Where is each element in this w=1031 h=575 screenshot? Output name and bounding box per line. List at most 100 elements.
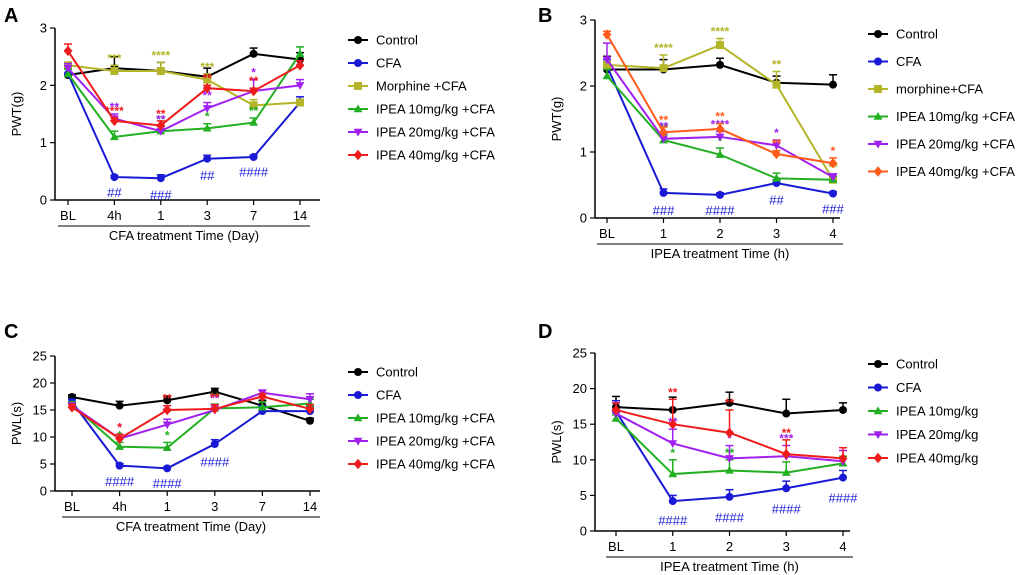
data-point — [110, 115, 119, 127]
significance-label: #### — [772, 501, 802, 516]
legend-entry: Morphine +CFA — [348, 79, 467, 94]
data-point — [110, 132, 119, 141]
data-point — [611, 404, 621, 416]
significance-label: * — [774, 126, 779, 140]
data-point — [110, 173, 119, 182]
legend-marker — [354, 368, 362, 376]
significance-label: #### — [658, 513, 688, 528]
legend-marker — [354, 36, 362, 44]
data-point — [203, 75, 212, 84]
significance-label: ** — [203, 71, 213, 85]
significance-label: *** — [200, 60, 214, 74]
y-tick-label: 1 — [580, 145, 587, 160]
significance-label: ** — [210, 390, 220, 404]
data-point — [782, 409, 791, 418]
data-point — [258, 402, 267, 411]
y-tick-label: 10 — [33, 430, 47, 445]
data-point — [249, 118, 258, 126]
significance-label: #### — [105, 474, 135, 489]
legend-label: morphine+CFA — [896, 82, 983, 97]
significance-label: **** — [105, 104, 124, 118]
x-tick-label: 3 — [773, 226, 780, 241]
data-point — [725, 455, 734, 463]
data-point — [305, 396, 315, 404]
data-point — [659, 127, 668, 138]
data-point — [305, 403, 315, 415]
data-point — [110, 67, 119, 75]
data-point — [156, 67, 165, 75]
significance-label: * — [727, 432, 732, 446]
legend-entry: Control — [868, 357, 938, 372]
legend-entry: IPEA 10mg/kg +CFA — [868, 109, 1015, 124]
data-point — [772, 148, 781, 160]
data-point — [668, 440, 678, 449]
significance-label: ### — [653, 203, 675, 218]
data-point — [668, 469, 678, 478]
series-1: ## ##### #### — [64, 66, 304, 203]
legend-label: Control — [896, 357, 938, 372]
panel-letter: B — [538, 5, 552, 27]
y-tick-label: 10 — [573, 452, 587, 467]
data-point — [602, 29, 612, 40]
data-point — [156, 174, 165, 183]
legend-entry: IPEA 10mg/kg — [868, 404, 978, 419]
data-point — [781, 448, 791, 460]
data-point — [715, 150, 725, 158]
legend-entry: IPEA 40mg/kg +CFA — [868, 164, 1015, 179]
series-2: **** — [67, 390, 315, 451]
x-tick-label: 1 — [660, 226, 667, 241]
legend-label: CFA — [896, 380, 922, 395]
series-line — [67, 64, 301, 107]
data-point — [602, 71, 612, 80]
data-point — [63, 45, 73, 57]
series-3: ***** — [67, 389, 315, 444]
significance-label: ** — [772, 57, 782, 71]
legend-entry: IPEA 40mg/kg +CFA — [348, 148, 495, 163]
significance-label: ** — [210, 392, 220, 406]
significance-label: ** — [110, 100, 120, 114]
data-point — [63, 64, 73, 73]
legend-marker — [874, 85, 882, 93]
significance-label: #### — [239, 165, 269, 180]
y-tick-label: 15 — [33, 403, 47, 418]
legend-entry: Control — [348, 365, 418, 380]
data-point — [258, 391, 267, 402]
data-point — [210, 440, 219, 449]
significance-label: **** — [711, 24, 730, 38]
data-point — [782, 484, 791, 493]
data-point — [162, 443, 172, 451]
legend-label: IPEA 10mg/kg +CFA — [376, 102, 495, 117]
data-point — [715, 123, 725, 135]
significance-label: ### — [822, 202, 844, 217]
legend-marker — [873, 140, 883, 149]
data-point — [716, 60, 724, 69]
data-point — [210, 387, 219, 396]
series-line — [71, 402, 311, 449]
data-point — [828, 173, 838, 182]
data-point — [668, 497, 677, 506]
legend-marker — [874, 57, 882, 66]
legend-marker — [353, 458, 363, 470]
legend-marker — [354, 391, 362, 399]
panel-letter: C — [4, 321, 18, 343]
data-point — [659, 64, 668, 73]
data-point — [115, 433, 124, 444]
data-point — [716, 190, 724, 199]
y-axis-label: PWL(s) — [9, 402, 24, 445]
significance-label: *** — [779, 432, 793, 446]
significance-label: #### — [153, 476, 183, 491]
series-0 — [603, 55, 837, 89]
data-point — [295, 60, 305, 71]
data-point — [725, 465, 734, 474]
data-point — [249, 49, 258, 58]
y-tick-label: 20 — [573, 381, 587, 396]
y-axis-label: PWT(g) — [549, 97, 564, 142]
y-tick-label: 0 — [580, 524, 587, 539]
y-tick-label: 0 — [580, 211, 587, 226]
data-point — [829, 189, 837, 198]
significance-label: * — [251, 66, 256, 80]
significance-label: ### — [150, 188, 172, 203]
data-point — [725, 427, 734, 438]
data-point — [295, 82, 305, 90]
